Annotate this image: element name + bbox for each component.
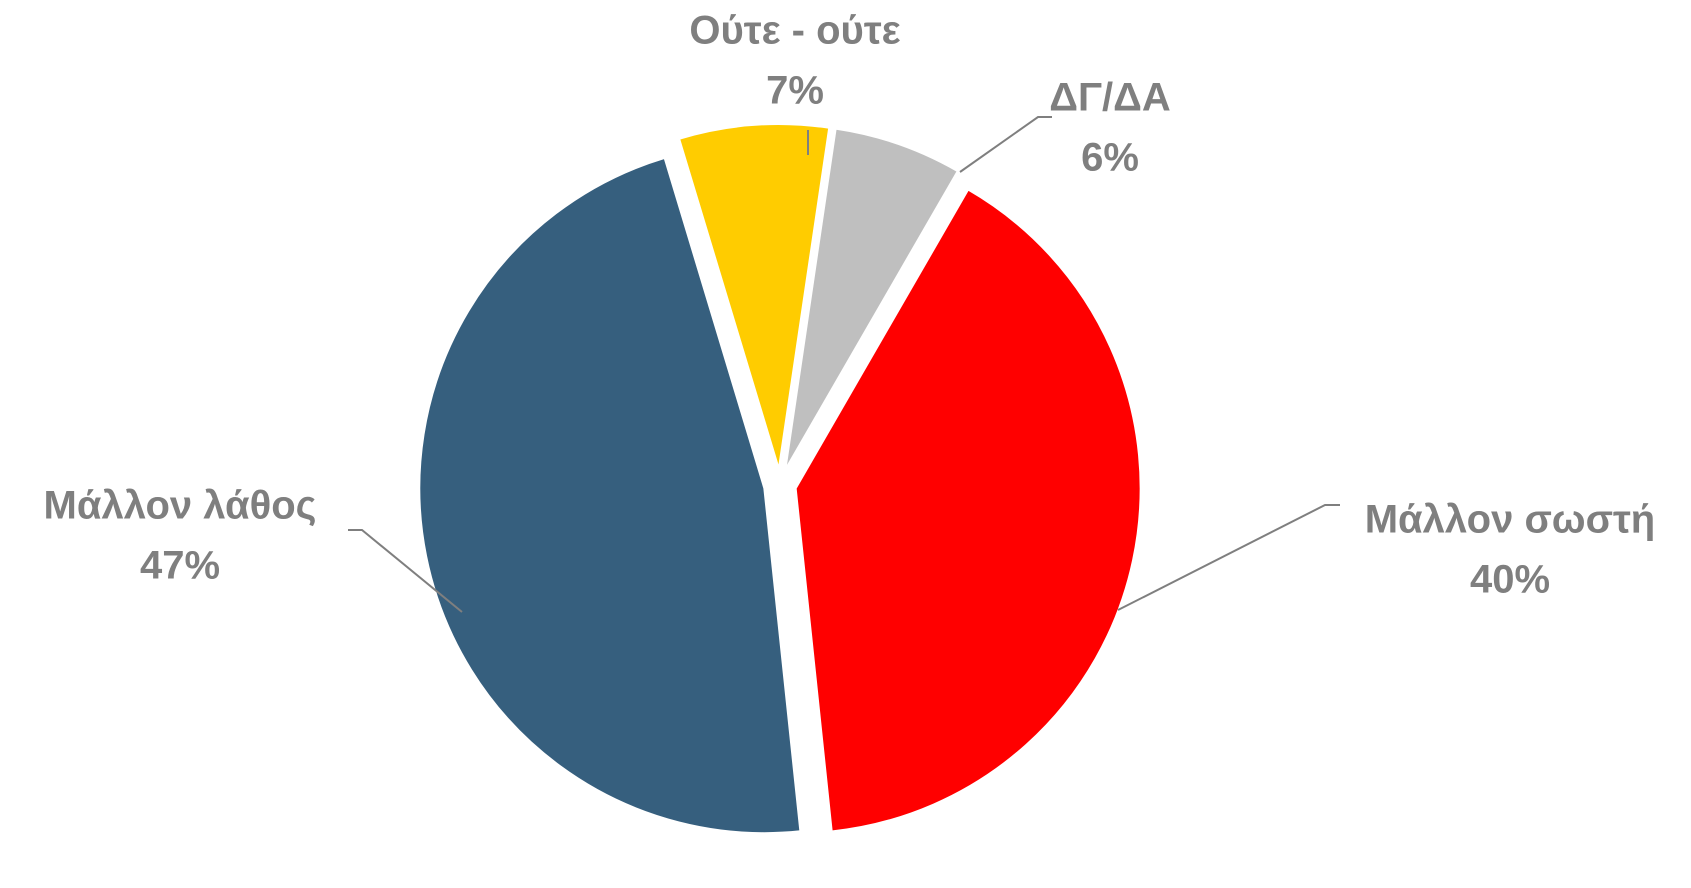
slice-value-label: 6% <box>1081 136 1139 180</box>
pie-slice <box>418 156 802 835</box>
leader-line <box>348 529 463 613</box>
pie-slice <box>794 188 1142 833</box>
slice-label: Ούτε - ούτε <box>689 9 900 53</box>
slice-label: Μάλλον λάθος <box>44 484 317 528</box>
pie-slice <box>784 127 960 471</box>
leader-line <box>959 116 1052 173</box>
slice-label: ΔΓ/ΔΑ <box>1049 76 1171 120</box>
slice-value-label: 40% <box>1470 558 1550 602</box>
slice-value-label: 7% <box>766 69 824 113</box>
leader-line <box>1117 504 1340 611</box>
pie-slice <box>677 123 831 470</box>
slice-label: Μάλλον σωστή <box>1365 498 1656 542</box>
slice-value-label: 47% <box>140 544 220 588</box>
